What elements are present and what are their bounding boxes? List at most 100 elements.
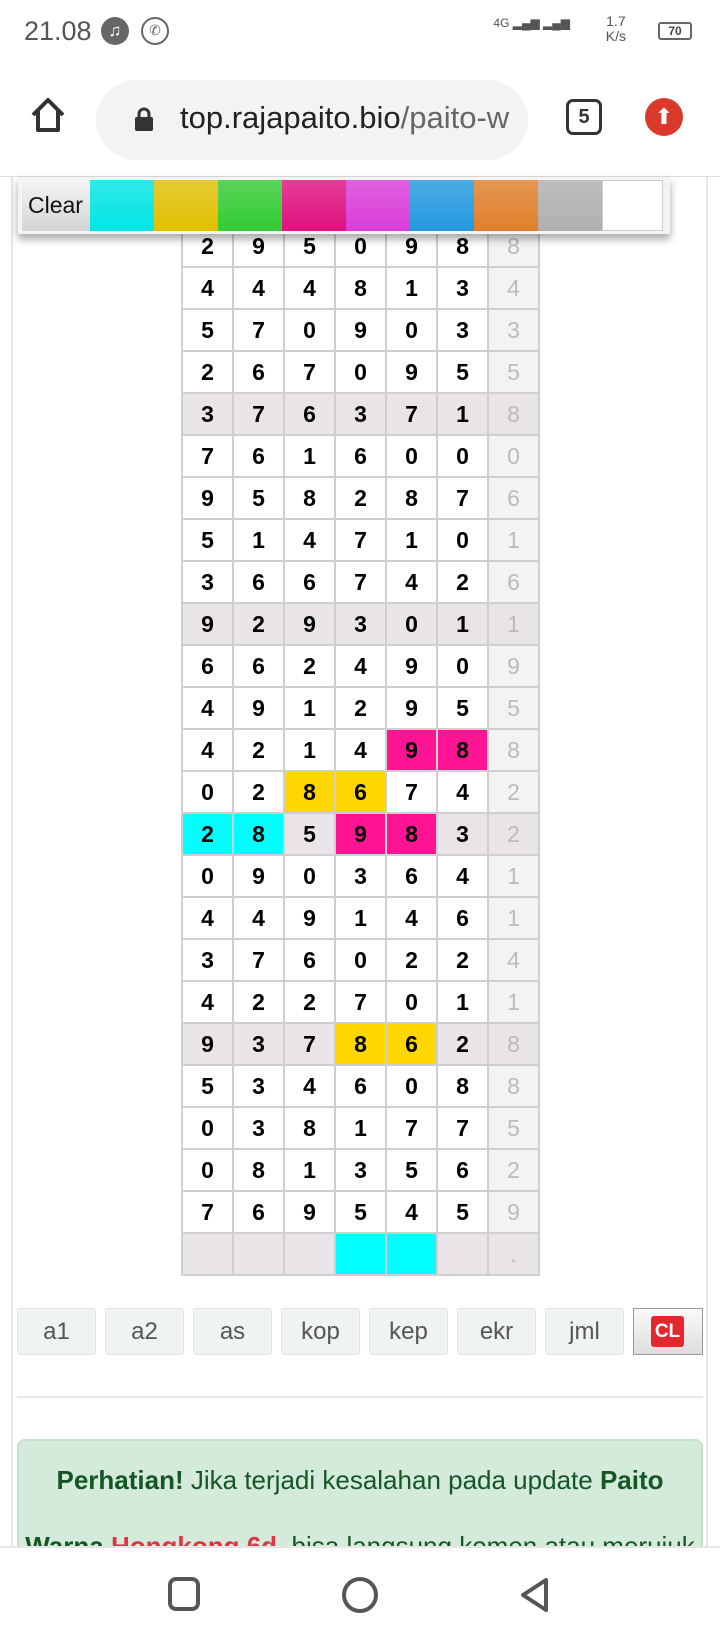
number-cell[interactable]: 4 [283,1064,336,1108]
sum-cell[interactable]: . [487,1232,540,1276]
number-cell[interactable]: 7 [232,938,285,982]
number-cell[interactable] [436,1232,489,1276]
number-cell[interactable]: 1 [283,434,336,478]
number-cell[interactable]: 6 [232,1190,285,1234]
number-cell[interactable]: 9 [385,686,438,730]
number-cell[interactable]: 4 [181,686,234,730]
number-cell[interactable]: 4 [283,266,336,310]
color-swatch[interactable] [282,180,346,231]
number-cell[interactable]: 8 [283,476,336,520]
number-cell[interactable]: 9 [283,1190,336,1234]
back-icon[interactable] [518,1576,552,1614]
number-cell[interactable]: 2 [436,938,489,982]
number-cell[interactable]: 0 [385,602,438,646]
number-cell[interactable]: 4 [436,770,489,814]
number-cell[interactable]: 4 [283,518,336,562]
number-cell[interactable]: 7 [385,770,438,814]
number-cell[interactable]: 4 [181,266,234,310]
number-cell[interactable]: 1 [232,518,285,562]
number-cell[interactable]: 4 [232,266,285,310]
home-icon[interactable] [28,95,68,135]
color-swatch[interactable] [410,180,474,231]
number-cell[interactable]: 9 [283,602,336,646]
number-cell[interactable]: 4 [181,980,234,1024]
number-cell[interactable]: 2 [334,476,387,520]
number-cell[interactable]: 9 [334,812,387,856]
number-cell[interactable]: 6 [232,434,285,478]
color-swatch[interactable] [90,180,154,231]
sum-cell[interactable]: 4 [487,266,540,310]
sum-cell[interactable]: 2 [487,812,540,856]
number-cell[interactable]: 5 [181,518,234,562]
number-cell[interactable]: 3 [181,392,234,436]
number-cell[interactable]: 5 [181,308,234,352]
number-cell[interactable]: 2 [436,1022,489,1066]
sum-cell[interactable]: 1 [487,854,540,898]
sum-cell[interactable]: 1 [487,896,540,940]
number-cell[interactable]: 4 [232,896,285,940]
number-cell[interactable]: 2 [436,560,489,604]
number-cell[interactable]: 0 [436,644,489,688]
kop-button[interactable]: kop [281,1308,360,1355]
number-cell[interactable]: 8 [385,812,438,856]
number-cell[interactable]: 8 [232,1148,285,1192]
number-cell[interactable]: 4 [385,896,438,940]
number-cell[interactable] [385,1232,438,1276]
number-cell[interactable]: 6 [232,644,285,688]
sum-cell[interactable]: 1 [487,602,540,646]
number-cell[interactable]: 0 [283,854,336,898]
number-cell[interactable]: 6 [334,770,387,814]
ekr-button[interactable]: ekr [457,1308,536,1355]
number-cell[interactable]: 5 [232,476,285,520]
number-cell[interactable]: 1 [385,266,438,310]
number-cell[interactable]: 2 [232,980,285,1024]
number-cell[interactable]: 3 [232,1106,285,1150]
number-cell[interactable]: 5 [385,1148,438,1192]
number-cell[interactable]: 8 [334,266,387,310]
number-cell[interactable]: 4 [436,854,489,898]
number-cell[interactable]: 7 [283,350,336,394]
number-cell[interactable]: 1 [283,1148,336,1192]
color-swatch[interactable] [154,180,218,231]
color-swatch[interactable] [218,180,282,231]
number-cell[interactable]: 0 [181,854,234,898]
number-cell[interactable]: 6 [283,392,336,436]
update-icon[interactable]: ⬆ [645,98,683,136]
number-cell[interactable]: 4 [385,560,438,604]
sum-cell[interactable]: 8 [487,728,540,772]
number-cell[interactable]: 2 [232,728,285,772]
number-cell[interactable]: 0 [385,308,438,352]
home-nav-icon[interactable] [341,1576,379,1614]
number-cell[interactable]: 4 [181,896,234,940]
number-cell[interactable]: 7 [334,560,387,604]
number-cell[interactable]: 0 [385,1064,438,1108]
number-cell[interactable]: 7 [385,1106,438,1150]
sum-cell[interactable]: 8 [487,1022,540,1066]
sum-cell[interactable]: 9 [487,1190,540,1234]
number-cell[interactable]: 8 [436,728,489,772]
sum-cell[interactable]: 6 [487,560,540,604]
cl-button[interactable]: CL [633,1308,703,1355]
number-cell[interactable]: 0 [436,434,489,478]
sum-cell[interactable]: 9 [487,644,540,688]
number-cell[interactable]: 3 [436,812,489,856]
number-cell[interactable]: 6 [283,560,336,604]
number-cell[interactable]: 0 [385,434,438,478]
number-cell[interactable]: 3 [232,1064,285,1108]
number-cell[interactable]: 7 [283,1022,336,1066]
number-cell[interactable]: 9 [181,476,234,520]
sum-cell[interactable]: 8 [487,1064,540,1108]
number-cell[interactable]: 5 [436,1190,489,1234]
number-cell[interactable]: 6 [436,1148,489,1192]
number-cell[interactable]: 9 [385,728,438,772]
number-cell[interactable]: 1 [436,392,489,436]
number-cell[interactable]: 7 [436,476,489,520]
number-cell[interactable]: 0 [436,518,489,562]
number-cell[interactable]: 6 [385,1022,438,1066]
sum-cell[interactable]: 2 [487,1148,540,1192]
number-cell[interactable]: 0 [181,770,234,814]
number-cell[interactable]: 3 [436,308,489,352]
number-cell[interactable]: 6 [232,560,285,604]
number-cell[interactable]: 6 [334,434,387,478]
sum-cell[interactable]: 1 [487,518,540,562]
